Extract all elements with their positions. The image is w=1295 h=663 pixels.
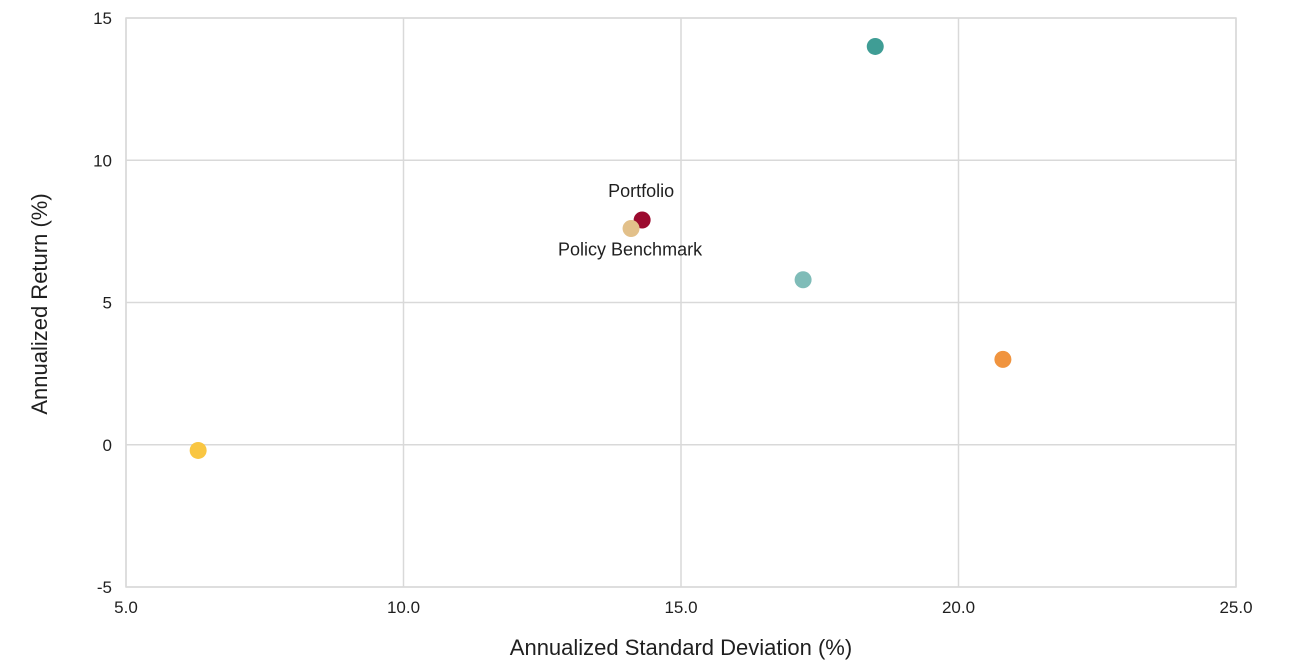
y-tick-label: -5: [97, 578, 112, 597]
data-point: [794, 271, 812, 289]
y-tick-label: 0: [103, 436, 112, 455]
point-label: Policy Benchmark: [558, 240, 703, 260]
data-points: [189, 37, 1012, 459]
y-axis-ticks: -5 0 5 10 15: [93, 9, 112, 597]
point-label: Portfolio: [608, 181, 674, 201]
x-tick-label: 15.0: [664, 598, 697, 617]
y-axis-label: Annualized Return (%): [27, 193, 52, 414]
plot-area-border: [125, 17, 1237, 588]
point-labels: Portfolio Policy Benchmark: [558, 181, 703, 260]
x-tick-label: 5.0: [114, 598, 138, 617]
x-tick-label: 20.0: [942, 598, 975, 617]
gridlines: [125, 17, 1237, 588]
data-point: [866, 37, 884, 55]
x-tick-label: 10.0: [387, 598, 420, 617]
y-tick-label: 15: [93, 9, 112, 28]
data-point: [189, 441, 207, 459]
x-axis-ticks: 5.0 10.0 15.0 20.0 25.0: [114, 598, 1252, 617]
x-tick-label: 25.0: [1219, 598, 1252, 617]
y-tick-label: 5: [103, 294, 112, 313]
x-axis-label: Annualized Standard Deviation (%): [510, 635, 852, 660]
data-point: [622, 220, 640, 238]
y-tick-label: 10: [93, 151, 112, 170]
data-point: [994, 350, 1012, 368]
